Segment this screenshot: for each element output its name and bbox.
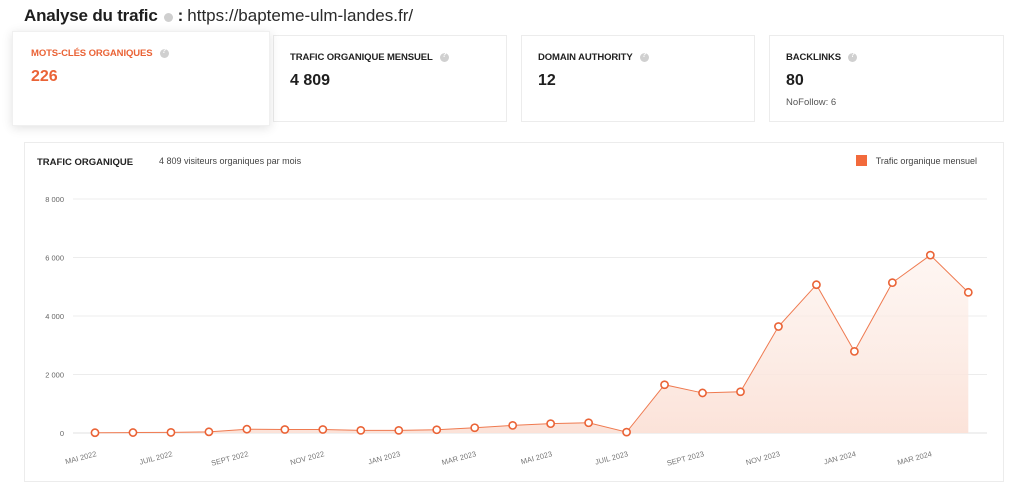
data-point[interactable] xyxy=(432,425,442,435)
data-point[interactable] xyxy=(242,424,252,434)
help-icon[interactable] xyxy=(163,12,173,22)
card-value: 226 xyxy=(31,68,58,85)
y-axis-tick: 6 000 xyxy=(45,254,64,263)
data-point[interactable] xyxy=(925,250,935,260)
organic-traffic-chart-panel: TRAFIC ORGANIQUE 4 809 visiteurs organiq… xyxy=(24,142,1004,482)
nofollow-count: NoFollow: 6 xyxy=(786,97,837,108)
traffic-line-chart[interactable]: 0 2 000 4 000 6 000 8 000 MAI 2022 JUIL 2022 SE… xyxy=(25,143,1005,483)
page-header: Analyse du trafic : https://bapteme-ulm-… xyxy=(24,5,413,27)
legend-label: Trafic organique mensuel xyxy=(875,155,977,166)
data-point[interactable] xyxy=(622,427,631,437)
data-point[interactable] xyxy=(698,388,707,398)
data-point[interactable] xyxy=(280,425,290,434)
help-icon[interactable] xyxy=(639,52,649,62)
card-label: DOMAIN AUTHORITY xyxy=(538,52,649,63)
card-label: TRAFIC ORGANIQUE MENSUEL xyxy=(290,52,449,63)
x-axis-tick: MAR 2024 xyxy=(896,449,933,467)
data-point[interactable] xyxy=(887,278,897,288)
chart-title: TRAFIC ORGANIQUE xyxy=(37,157,134,168)
data-point[interactable] xyxy=(128,428,138,437)
x-axis-tick: JUIL 2022 xyxy=(138,449,173,466)
x-axis-tick: MAI 2023 xyxy=(520,449,553,466)
x-axis-tick: SEPT 2023 xyxy=(666,449,705,468)
data-point[interactable] xyxy=(204,427,214,437)
data-point[interactable] xyxy=(356,425,366,435)
x-axis-tick: NOV 2022 xyxy=(289,449,325,467)
data-point[interactable] xyxy=(546,419,556,429)
x-axis-tick: NOV 2023 xyxy=(745,449,781,467)
card-value: 4 809 xyxy=(290,72,331,89)
data-point[interactable] xyxy=(90,428,100,438)
y-axis-tick: 8 000 xyxy=(45,195,64,204)
card-organic-keywords[interactable]: MOTS-CLÉS ORGANIQUES 226 xyxy=(12,31,270,126)
data-point[interactable] xyxy=(963,287,973,297)
x-axis-tick: JAN 2023 xyxy=(367,449,401,466)
series-line xyxy=(94,254,969,434)
help-icon[interactable] xyxy=(159,48,169,58)
help-icon[interactable] xyxy=(848,52,858,62)
card-label: MOTS-CLÉS ORGANIQUES xyxy=(31,48,169,59)
chart-subtitle: 4 809 visiteurs organiques par mois xyxy=(159,156,302,166)
data-point[interactable] xyxy=(318,425,328,434)
x-axis-tick: MAI 2022 xyxy=(64,449,97,466)
card-monthly-traffic[interactable]: TRAFIC ORGANIQUE MENSUEL 4 809 xyxy=(273,35,507,122)
x-axis-tick: MAR 2023 xyxy=(441,449,478,467)
x-axis-tick: JUIL 2023 xyxy=(594,449,629,466)
data-point[interactable] xyxy=(166,428,176,437)
x-axis-tick: SEPT 2022 xyxy=(210,449,249,468)
y-axis-tick: 2 000 xyxy=(45,371,64,380)
data-point[interactable] xyxy=(812,280,821,290)
site-url: https://bapteme-ulm-landes.fr/ xyxy=(187,6,414,25)
card-value: 80 xyxy=(786,72,804,89)
chart-legend[interactable]: Trafic organique mensuel xyxy=(855,155,977,166)
data-point[interactable] xyxy=(736,387,745,397)
help-icon[interactable] xyxy=(439,52,449,62)
card-backlinks[interactable]: BACKLINKS 80 NoFollow: 6 xyxy=(769,35,1004,122)
data-point[interactable] xyxy=(774,322,783,331)
data-point[interactable] xyxy=(584,418,594,428)
data-point[interactable] xyxy=(850,346,859,356)
y-axis-tick: 4 000 xyxy=(45,312,64,321)
x-axis-tick: JAN 2024 xyxy=(823,449,857,466)
data-point[interactable] xyxy=(508,420,518,430)
legend-swatch-icon xyxy=(855,155,867,166)
data-point[interactable] xyxy=(660,380,669,390)
card-label: BACKLINKS xyxy=(786,52,858,63)
y-axis-tick: 0 xyxy=(60,429,64,438)
card-value: 12 xyxy=(538,72,556,89)
data-point[interactable] xyxy=(394,425,404,435)
title-separator: : xyxy=(177,6,184,25)
card-domain-authority[interactable]: DOMAIN AUTHORITY 12 xyxy=(521,35,755,122)
area-fill xyxy=(95,255,969,433)
data-point[interactable] xyxy=(470,423,480,433)
page-title: Analyse du trafic xyxy=(24,6,158,25)
